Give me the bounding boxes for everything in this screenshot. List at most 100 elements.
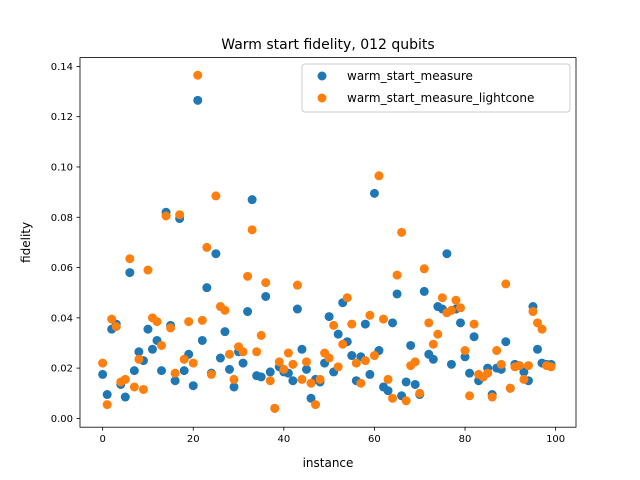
data-point (483, 368, 493, 378)
data-point (401, 377, 411, 387)
legend-box (301, 63, 571, 113)
data-point (261, 278, 271, 288)
data-point (220, 327, 230, 337)
data-point (161, 211, 171, 221)
x-tick-label: 40 (277, 434, 290, 445)
data-point (496, 359, 506, 369)
data-point (460, 352, 470, 362)
data-point (433, 329, 443, 339)
data-point (107, 314, 117, 324)
data-point (383, 386, 393, 396)
data-point (469, 332, 479, 342)
data-point (351, 358, 361, 368)
data-point (388, 393, 398, 403)
data-point (301, 357, 311, 367)
data-point (523, 361, 533, 371)
data-point (406, 340, 416, 350)
x-axis-label: instance (303, 456, 354, 470)
data-point (138, 384, 148, 394)
data-point (533, 344, 542, 354)
data-point (274, 357, 284, 367)
data-point (492, 346, 502, 356)
data-point (311, 400, 321, 410)
data-point (329, 320, 339, 330)
data-point (519, 367, 529, 377)
data-point (202, 242, 212, 252)
data-point (378, 314, 388, 324)
data-point (188, 358, 198, 368)
data-point (265, 376, 275, 386)
data-point (347, 319, 357, 329)
y-tick-label: 0.06 (51, 263, 73, 274)
data-point (220, 305, 230, 315)
data-point (252, 347, 262, 357)
data-point (193, 70, 203, 80)
data-point (514, 361, 524, 371)
data-point (455, 318, 465, 328)
data-point (238, 347, 248, 357)
data-point (188, 381, 198, 391)
data-point (388, 318, 398, 328)
y-tick-label: 0.00 (51, 414, 73, 425)
data-point (98, 358, 108, 368)
data-point (501, 337, 511, 347)
data-point (279, 364, 289, 374)
data-point (243, 307, 253, 317)
legend-label-warm-start-measure-lightcone: warm_start_measure_lightcone (347, 91, 534, 105)
data-point (465, 391, 475, 401)
data-point (215, 353, 225, 363)
data-point (224, 349, 234, 359)
data-point (166, 323, 176, 333)
data-point (134, 354, 144, 364)
data-point (134, 347, 144, 357)
data-point (537, 324, 547, 334)
data-point (247, 225, 257, 235)
data-point (125, 268, 135, 278)
data-point (392, 270, 402, 280)
data-point (424, 318, 434, 328)
x-tick-label: 20 (187, 434, 200, 445)
data-point (410, 357, 420, 367)
data-point (111, 322, 121, 332)
data-point (410, 379, 420, 389)
data-point (415, 388, 425, 398)
data-point (125, 254, 135, 264)
data-point (206, 369, 216, 379)
data-point (297, 344, 307, 354)
data-point (175, 210, 185, 220)
data-point (455, 303, 465, 313)
data-point (446, 359, 456, 369)
data-point (428, 339, 438, 349)
legend-marker-warm-start-measure-lightcone (317, 93, 327, 103)
data-point (297, 374, 307, 384)
data-point (102, 390, 112, 400)
x-tick-label: 0 (99, 434, 105, 445)
data-point (152, 317, 162, 327)
data-point (505, 383, 515, 393)
y-tick-label: 0.08 (51, 213, 73, 224)
data-point (306, 393, 316, 403)
data-point (129, 366, 139, 376)
data-point (247, 195, 257, 205)
y-axis: 0.00 0.02 0.04 0.06 0.08 0.10 0.12 0.14 (51, 62, 80, 425)
data-point (338, 339, 348, 349)
y-tick-label: 0.04 (51, 313, 73, 324)
x-axis: 0 20 40 60 80 100 (99, 427, 565, 445)
data-point (446, 305, 456, 315)
data-point (170, 368, 180, 378)
data-point (265, 367, 275, 377)
data-point (261, 291, 271, 301)
data-point (451, 295, 461, 305)
data-point (157, 366, 167, 376)
data-point (243, 271, 253, 281)
data-point (170, 376, 180, 386)
data-point (324, 353, 334, 363)
y-tick-label: 0.02 (51, 364, 73, 375)
data-point (202, 283, 212, 293)
axes-frame (79, 57, 577, 428)
x-tick-label: 80 (459, 434, 472, 445)
data-point (102, 400, 112, 410)
data-point (197, 315, 207, 325)
legend: warm_start_measure warm_start_measure_li… (301, 63, 571, 113)
